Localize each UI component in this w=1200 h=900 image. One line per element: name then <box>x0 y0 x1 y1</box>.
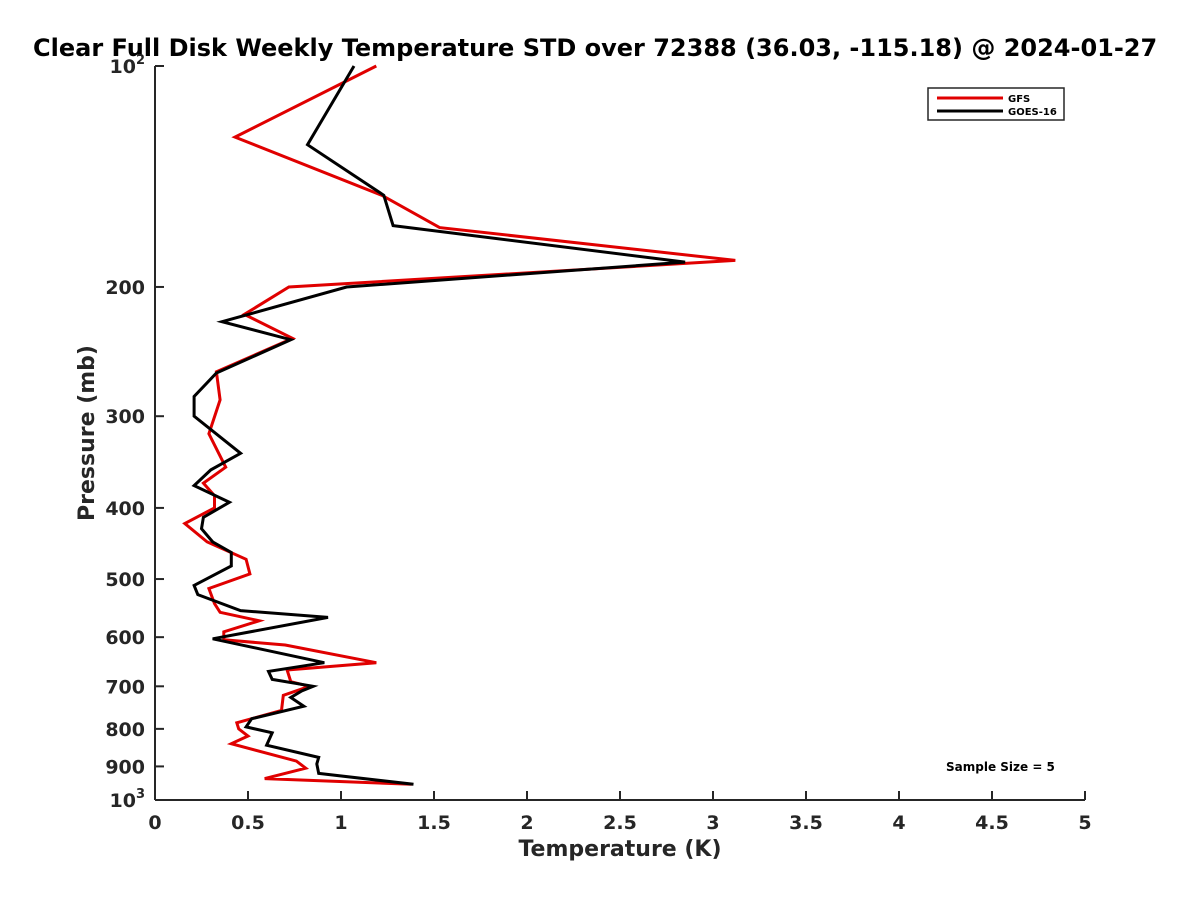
x-tick-label: 3 <box>706 812 719 834</box>
y-axis-label: Pressure (mb) <box>75 345 100 521</box>
x-tick-label: 3.5 <box>789 812 823 834</box>
y-tick-label: 103 <box>110 787 146 812</box>
legend-label: GOES-16 <box>1008 107 1057 118</box>
y-tick-label: 500 <box>105 569 145 591</box>
y-tick-label: 900 <box>105 756 145 778</box>
y-ticks: 102 200 300 400 500 600 700 800 900 103 <box>105 53 164 812</box>
y-tick-label: 700 <box>105 676 145 698</box>
x-axis-label: Temperature (K) <box>518 837 721 862</box>
x-tick-label: 2 <box>520 812 533 834</box>
legend-box <box>927 87 1065 121</box>
x-tick-label: 1 <box>334 812 347 834</box>
y-tick-label: 102 <box>110 53 146 78</box>
y-tick-label: 200 <box>105 277 145 299</box>
y-tick-label: 600 <box>105 627 145 649</box>
x-tick-label: 5 <box>1078 812 1091 834</box>
y-tick-label: 800 <box>105 719 145 741</box>
series-line-gfs <box>182 64 736 786</box>
x-tick-label: 0 <box>148 812 161 834</box>
legend-label: GFS <box>1008 94 1030 105</box>
series-layer <box>182 64 736 786</box>
legend: GFS GOES-16 <box>927 87 1065 121</box>
x-ticks: 0 0.5 1 1.5 2 2.5 3 3.5 4 4.5 5 <box>148 791 1092 834</box>
sample-size-annotation: Sample Size = 5 <box>946 760 1055 774</box>
chart-title: Clear Full Disk Weekly Temperature STD o… <box>33 34 1157 62</box>
series-line-goes-16 <box>191 65 686 786</box>
x-tick-label: 4.5 <box>975 812 1009 834</box>
y-tick-label: 400 <box>105 498 145 520</box>
x-tick-label: 0.5 <box>231 812 265 834</box>
x-tick-label: 2.5 <box>603 812 637 834</box>
y-tick-label: 300 <box>105 406 145 428</box>
x-tick-label: 4 <box>892 812 905 834</box>
x-tick-label: 1.5 <box>417 812 451 834</box>
legend-items: GFS GOES-16 <box>937 94 1057 118</box>
